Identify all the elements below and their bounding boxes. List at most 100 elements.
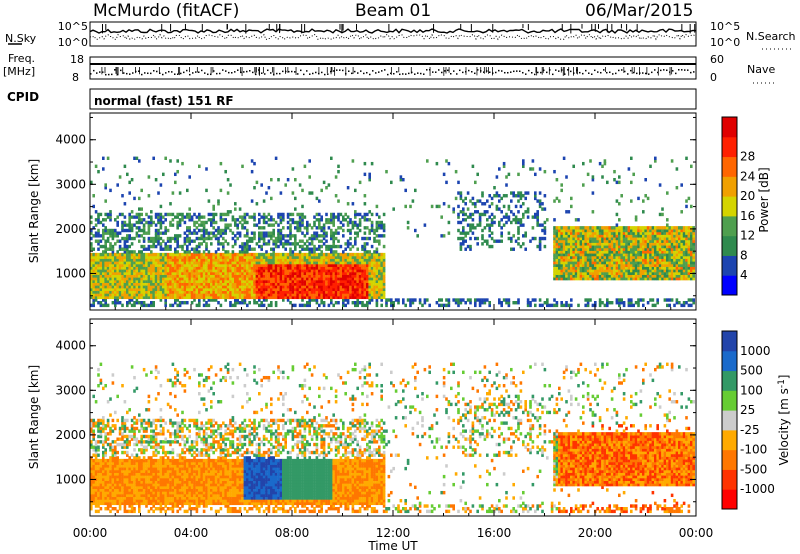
power-cell <box>435 301 439 305</box>
power-cell <box>310 247 314 251</box>
power-cell <box>109 255 112 259</box>
power-cell <box>591 303 595 308</box>
power-cell <box>219 215 223 219</box>
power-cell <box>620 298 623 302</box>
nave-point <box>657 71 659 74</box>
power-cell <box>606 260 609 265</box>
power-cell <box>634 226 638 230</box>
power-cell <box>121 287 124 292</box>
power-cell <box>97 242 100 246</box>
power-cell <box>217 271 220 275</box>
power-cell <box>577 231 580 235</box>
power-cell <box>562 303 566 308</box>
power-cell <box>582 255 585 259</box>
power-cell <box>306 303 309 308</box>
noise-search-label: N.Search <box>746 30 796 43</box>
power-cell <box>214 292 218 297</box>
power-cell <box>493 186 496 190</box>
power-cell <box>159 247 163 251</box>
power-cell <box>106 215 110 219</box>
power-cell <box>639 266 643 270</box>
power-cell <box>138 196 141 201</box>
power-cell <box>234 252 237 257</box>
noise-panel: N.Sky 10^5 10^0 10^5 10^0 N.Search <box>5 20 796 50</box>
power-cell <box>130 255 134 259</box>
power-cell <box>325 234 328 238</box>
power-cell <box>274 276 278 281</box>
power-cell <box>351 159 355 163</box>
power-cell <box>586 276 590 281</box>
power-cell <box>94 287 98 292</box>
power-cell <box>358 258 362 262</box>
nave-point <box>96 72 98 74</box>
power-cell <box>411 301 415 305</box>
power-cell <box>315 284 319 289</box>
power-cell <box>517 226 520 230</box>
power-cell <box>339 220 343 225</box>
power-cell <box>145 268 148 273</box>
power-cell <box>284 234 287 238</box>
power-cell <box>121 236 124 241</box>
power-cell <box>162 290 165 294</box>
power-cell <box>217 239 220 243</box>
power-cell <box>190 239 194 243</box>
power-cell <box>469 223 472 227</box>
power-cell <box>234 298 237 302</box>
power-cell <box>294 279 297 284</box>
power-cell <box>380 252 383 257</box>
power-cell <box>286 284 290 289</box>
power-cell <box>481 298 484 302</box>
power-cell <box>236 287 239 292</box>
power-cell <box>327 226 331 230</box>
power-cell <box>274 301 278 305</box>
power-cell <box>279 228 283 233</box>
power-cell <box>111 255 115 259</box>
power-cell <box>92 252 95 257</box>
power-cell <box>279 255 283 259</box>
power-cell <box>363 255 367 259</box>
power-cell <box>207 284 211 289</box>
power-cell <box>200 263 203 267</box>
power-cell <box>327 279 331 284</box>
power-cell <box>226 252 230 257</box>
power-cell <box>306 252 309 257</box>
power-cell <box>147 290 151 294</box>
power-cell <box>615 271 619 275</box>
power-cell <box>613 226 616 230</box>
power-cell <box>258 268 261 273</box>
power-cell <box>608 250 611 254</box>
power-cell <box>140 258 143 262</box>
power-cell <box>97 218 100 222</box>
power-cell <box>318 284 321 289</box>
power-cell <box>222 276 225 281</box>
power-cell <box>298 263 302 267</box>
power-cell <box>322 268 326 273</box>
power-cell <box>279 263 283 267</box>
power-cell <box>303 284 307 289</box>
power-cell <box>469 199 472 203</box>
power-cell <box>198 298 201 302</box>
power-cell <box>646 268 650 273</box>
power-cell <box>363 287 367 292</box>
power-cell <box>238 215 242 219</box>
power-cell <box>378 234 381 238</box>
power-cell <box>310 284 314 289</box>
power-cell <box>618 175 621 179</box>
power-cell <box>298 239 302 243</box>
power-cell <box>150 252 153 257</box>
power-cell <box>279 292 283 297</box>
power-cell <box>212 215 215 219</box>
power-cell <box>229 295 232 300</box>
power-cell <box>138 268 141 273</box>
power-cell <box>102 292 105 297</box>
power-cell <box>154 292 158 297</box>
power-cell <box>457 215 460 219</box>
power-cell <box>366 274 369 278</box>
power-cell <box>92 258 95 262</box>
power-cell <box>258 212 261 217</box>
power-cell <box>282 244 285 249</box>
power-cell <box>128 252 131 257</box>
power-cell <box>296 284 299 289</box>
power-cell <box>318 276 321 281</box>
power-cell <box>589 266 592 270</box>
